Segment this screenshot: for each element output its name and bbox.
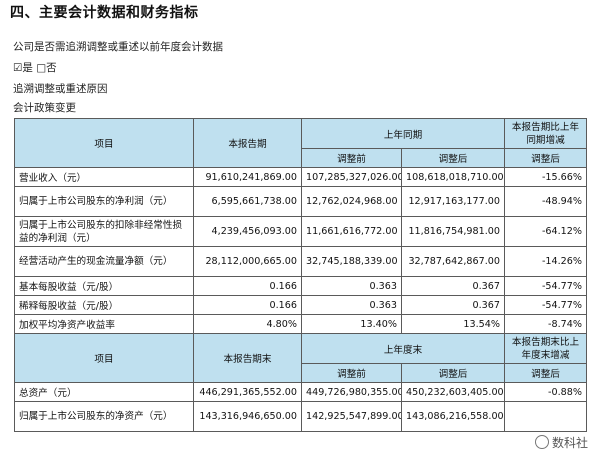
row-change: -15.66% bbox=[504, 167, 587, 187]
watermark: 数科社 bbox=[531, 433, 591, 452]
row-after: 12,917,163,177.00 bbox=[401, 186, 505, 217]
checkbox-yes: ☑是 bbox=[13, 62, 33, 74]
row-before: 107,285,327,026.00 bbox=[301, 167, 402, 187]
row-current: 91,610,241,869.00 bbox=[193, 167, 302, 187]
table1-header-row: 项目 本报告期 上年同期 本报告期比上年同期增减 bbox=[14, 118, 587, 168]
table-row: 总资产（元） 446,291,365,552.00 449,726,980,35… bbox=[14, 382, 587, 402]
table2-header-change: 本报告期末比上年度末增减 bbox=[504, 333, 587, 364]
section-title: 四、主要会计数据和财务指标 bbox=[10, 5, 199, 21]
row-before: 0.363 bbox=[301, 276, 402, 296]
table2-header-row: 项目 本报告期末 上年度末 本报告期末比上年度末增减 bbox=[14, 333, 587, 383]
row-after: 0.367 bbox=[401, 295, 505, 315]
table2-header-prior-year: 上年度末 bbox=[301, 333, 505, 364]
row-label: 归属于上市公司股东的净利润（元） bbox=[14, 186, 194, 217]
row-current: 4,239,456,093.00 bbox=[193, 216, 302, 247]
table1-header-change: 本报告期比上年同期增减 bbox=[504, 118, 587, 149]
row-change: -14.26% bbox=[504, 246, 587, 277]
row-after: 450,232,603,405.00 bbox=[401, 382, 505, 402]
row-change: -64.12% bbox=[504, 216, 587, 247]
table1-header-prior-year: 上年同期 bbox=[301, 118, 505, 149]
row-after: 0.367 bbox=[401, 276, 505, 296]
table1-header-after: 调整后 bbox=[401, 148, 505, 168]
row-current: 0.166 bbox=[193, 276, 302, 296]
watermark-text: 数科社 bbox=[551, 436, 588, 450]
row-after: 108,618,018,710.00 bbox=[401, 167, 505, 187]
row-after: 13.54% bbox=[401, 314, 505, 334]
row-change bbox=[504, 401, 587, 432]
row-change: -54.77% bbox=[504, 276, 587, 296]
policy-change-text: 会计政策变更 bbox=[13, 102, 76, 114]
table1-header-item: 项目 bbox=[14, 118, 194, 168]
row-before: 12,762,024,968.00 bbox=[301, 186, 402, 217]
row-label: 稀释每股收益（元/股） bbox=[14, 295, 194, 315]
table-row: 稀释每股收益（元/股） 0.166 0.363 0.367 -54.77% bbox=[14, 295, 587, 315]
row-after: 143,086,216,558.00 bbox=[401, 401, 505, 432]
row-before: 11,661,616,772.00 bbox=[301, 216, 402, 247]
row-after: 11,816,754,981.00 bbox=[401, 216, 505, 247]
row-current: 6,595,661,738.00 bbox=[193, 186, 302, 217]
row-before: 13.40% bbox=[301, 314, 402, 334]
row-change: -48.94% bbox=[504, 186, 587, 217]
financial-data-table: 项目 本报告期 上年同期 本报告期比上年同期增减 调整前 调整后 调整后 营业收… bbox=[14, 118, 587, 432]
table-row: 经营活动产生的现金流量净额（元） 28,112,000,665.00 32,74… bbox=[14, 246, 587, 277]
table1-header-before: 调整前 bbox=[301, 148, 402, 168]
row-label: 经营活动产生的现金流量净额（元） bbox=[14, 246, 194, 277]
row-label: 基本每股收益（元/股） bbox=[14, 276, 194, 296]
row-label: 归属于上市公司股东的净资产（元） bbox=[14, 401, 194, 432]
row-change: -8.74% bbox=[504, 314, 587, 334]
table-row: 加权平均净资产收益率 4.80% 13.40% 13.54% -8.74% bbox=[14, 314, 587, 334]
table2-header-after-change: 调整后 bbox=[504, 363, 587, 383]
watermark-logo-icon bbox=[534, 435, 549, 449]
table1-header-current: 本报告期 bbox=[193, 118, 302, 168]
row-before: 142,925,547,899.00 bbox=[301, 401, 402, 432]
row-current: 446,291,365,552.00 bbox=[193, 382, 302, 402]
table2-header-item: 项目 bbox=[14, 333, 194, 383]
row-label: 总资产（元） bbox=[14, 382, 194, 402]
table-row: 归属于上市公司股东的扣除非经常性损益的净利润（元） 4,239,456,093.… bbox=[14, 216, 587, 247]
table-row: 归属于上市公司股东的净资产（元） 143,316,946,650.00 142,… bbox=[14, 401, 587, 432]
row-current: 0.166 bbox=[193, 295, 302, 315]
row-label: 归属于上市公司股东的扣除非经常性损益的净利润（元） bbox=[14, 216, 194, 247]
row-label: 营业收入（元） bbox=[14, 167, 194, 187]
row-label: 加权平均净资产收益率 bbox=[14, 314, 194, 334]
row-current: 4.80% bbox=[193, 314, 302, 334]
row-before: 0.363 bbox=[301, 295, 402, 315]
row-current: 143,316,946,650.00 bbox=[193, 401, 302, 432]
table1-header-after-change: 调整后 bbox=[504, 148, 587, 168]
row-change: -0.88% bbox=[504, 382, 587, 402]
row-before: 32,745,188,339.00 bbox=[301, 246, 402, 277]
checkbox-no: □否 bbox=[36, 62, 57, 74]
row-current: 28,112,000,665.00 bbox=[193, 246, 302, 277]
table2-header-current: 本报告期末 bbox=[193, 333, 302, 383]
table-row: 归属于上市公司股东的净利润（元） 6,595,661,738.00 12,762… bbox=[14, 186, 587, 217]
row-change: -54.77% bbox=[504, 295, 587, 315]
table-row: 基本每股收益（元/股） 0.166 0.363 0.367 -54.77% bbox=[14, 276, 587, 296]
table2-header-after: 调整后 bbox=[401, 363, 505, 383]
restatement-question: 公司是否需追溯调整或重述以前年度会计数据 bbox=[13, 41, 223, 53]
table-row: 营业收入（元） 91,610,241,869.00 107,285,327,02… bbox=[14, 167, 587, 187]
restatement-choice: ☑是 □否 bbox=[13, 60, 57, 75]
table2-header-before: 调整前 bbox=[301, 363, 402, 383]
row-before: 449,726,980,355.00 bbox=[301, 382, 402, 402]
restatement-reason-label: 追溯调整或重述原因 bbox=[13, 83, 108, 95]
row-after: 32,787,642,867.00 bbox=[401, 246, 505, 277]
